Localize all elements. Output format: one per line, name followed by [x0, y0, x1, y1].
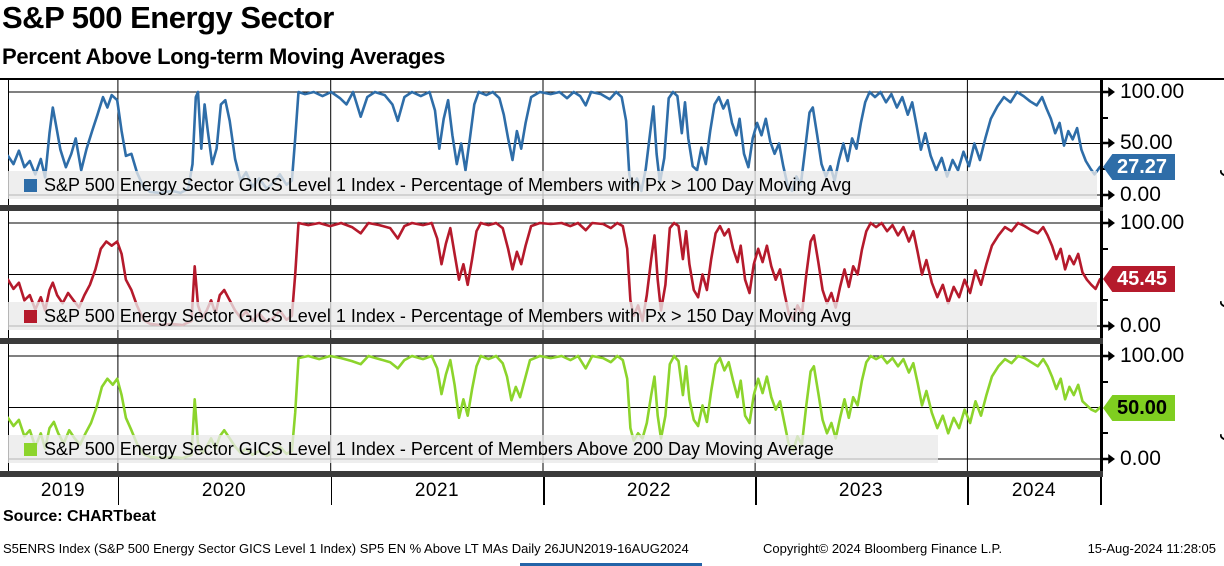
- year-gridline: [755, 477, 757, 505]
- bottom-edge-artifact: [520, 563, 702, 566]
- minor-tick-75: [1100, 117, 1108, 119]
- year-gridline: [543, 477, 545, 505]
- year-gridline: [967, 477, 969, 505]
- footer-timestamp: 15-Aug-2024 11:28:05: [1087, 541, 1216, 556]
- legend-100-day[interactable]: S&P 500 Energy Sector GICS Level 1 Index…: [8, 171, 1097, 199]
- footer-copyright: Copyright© 2024 Bloomberg Finance L.P.: [763, 541, 1003, 556]
- page-title: S&P 500 Energy Sector: [2, 0, 334, 35]
- panel-separator: [0, 205, 1103, 211]
- last-value-tag-150-day[interactable]: 45.45: [1103, 266, 1175, 292]
- year-gridline: [117, 477, 120, 505]
- year-label-2021: 2021: [414, 480, 460, 501]
- year-label-2023: 2023: [838, 480, 884, 501]
- last-value-tag-100-day[interactable]: 27.27: [1103, 154, 1175, 180]
- year-label-2019: 2019: [40, 480, 86, 501]
- year-label-2024: 2024: [1011, 480, 1057, 501]
- year-gridline: [1100, 477, 1102, 505]
- year-label-2022: 2022: [626, 480, 672, 501]
- ytick-100: 100.00: [1120, 80, 1185, 103]
- minor-tick-75: [1100, 248, 1108, 250]
- minor-tick-75: [1100, 381, 1108, 383]
- year-label-2020: 2020: [201, 480, 247, 501]
- tick-arrow-100: [1100, 351, 1115, 361]
- legend-swatch-green: [24, 442, 37, 456]
- panel-150-day: S&P 500 Energy Sector GICS Level 1 Index…: [0, 211, 1224, 338]
- axis-title-200-days: 200-days: [1218, 358, 1224, 457]
- tick-arrow-100: [1100, 87, 1115, 97]
- legend-150-day[interactable]: S&P 500 Energy Sector GICS Level 1 Index…: [8, 302, 1097, 330]
- legend-swatch-blue: [24, 178, 37, 192]
- ytick-50: 50.00: [1120, 131, 1173, 154]
- x-axis-year-row: 2019 2020 2021 2022 2023 2024: [0, 477, 1224, 505]
- minor-tick-25: [1100, 299, 1108, 301]
- year-gridline: [330, 477, 333, 505]
- axis-title-100-days: 100-days: [1218, 94, 1224, 193]
- tick-arrow-100: [1100, 218, 1115, 228]
- right-axis-line: [1100, 344, 1103, 471]
- tick-arrow-0: [1100, 321, 1115, 331]
- tick-arrow-0: [1100, 454, 1115, 464]
- minor-tick-25: [1100, 432, 1108, 434]
- footer-ticker-info: S5ENRS Index (S&P 500 Energy Sector GICS…: [3, 541, 689, 556]
- legend-200-day[interactable]: S&P 500 Energy Sector GICS Level 1 Index…: [8, 435, 938, 463]
- panel-200-day: S&P 500 Energy Sector GICS Level 1 Index…: [0, 344, 1224, 471]
- legend-swatch-red: [24, 309, 37, 323]
- legend-label: S&P 500 Energy Sector GICS Level 1 Index…: [44, 305, 852, 326]
- minor-tick-25: [1100, 168, 1108, 170]
- source-line: Source: CHARTbeat: [3, 508, 156, 525]
- panel-separator: [0, 338, 1103, 344]
- ytick-0: 0.00: [1120, 314, 1161, 337]
- legend-label: S&P 500 Energy Sector GICS Level 1 Index…: [44, 174, 852, 195]
- tick-arrow-50: [1100, 138, 1115, 148]
- page-subtitle: Percent Above Long-term Moving Averages: [2, 44, 446, 69]
- last-value-tag-200-day[interactable]: 50.00: [1103, 395, 1175, 421]
- panel-100-day: S&P 500 Energy Sector GICS Level 1 Index…: [0, 78, 1224, 207]
- ytick-100: 100.00: [1120, 211, 1185, 234]
- ytick-0: 0.00: [1120, 183, 1161, 206]
- ytick-0: 0.00: [1120, 447, 1161, 470]
- legend-label: S&P 500 Energy Sector GICS Level 1 Index…: [44, 438, 834, 459]
- tick-arrow-0: [1100, 190, 1115, 200]
- ytick-100: 100.00: [1120, 344, 1185, 367]
- bottom-axis-bar: [0, 471, 1103, 477]
- right-axis-line: [1100, 211, 1103, 338]
- axis-title-150-days: 150-days: [1218, 225, 1224, 324]
